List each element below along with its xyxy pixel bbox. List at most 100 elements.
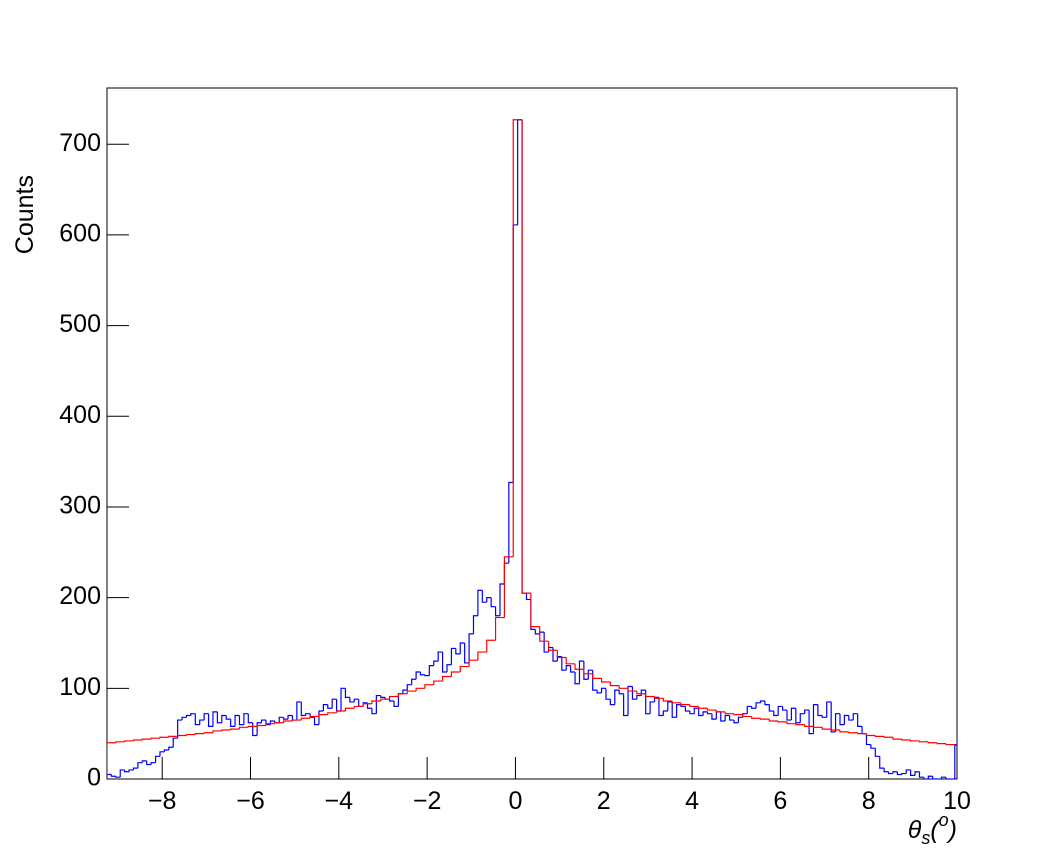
histogram-bin xyxy=(433,680,443,685)
histogram-bin xyxy=(212,730,222,733)
histogram-bin xyxy=(278,716,284,723)
histogram-bin xyxy=(446,664,452,672)
histogram-bin xyxy=(728,715,735,721)
histogram-bin xyxy=(336,699,342,712)
x-tick-label: 10 xyxy=(943,787,971,815)
histogram-bin xyxy=(662,710,668,716)
histogram-bin xyxy=(848,731,858,734)
histogram-bin xyxy=(914,771,920,776)
histogram-bin xyxy=(720,711,726,722)
histogram-bin xyxy=(812,704,818,734)
histogram-bin xyxy=(618,685,629,689)
histogram-bin xyxy=(693,707,699,714)
histogram-bin xyxy=(168,746,174,750)
histogram-bin xyxy=(733,720,739,724)
histogram-bin xyxy=(817,704,823,717)
histogram-bin xyxy=(234,714,240,727)
histogram-bin xyxy=(609,699,615,706)
histogram-bin xyxy=(574,663,584,670)
histogram-bin xyxy=(680,702,690,706)
histogram-bin xyxy=(296,701,302,721)
x-tick-label: −4 xyxy=(325,787,354,815)
histogram-bin xyxy=(645,690,651,715)
histogram-bin xyxy=(115,741,125,743)
histogram-bin xyxy=(883,736,893,738)
histogram-bin xyxy=(300,701,306,717)
histogram-bin xyxy=(879,756,885,769)
histogram-bin xyxy=(812,726,823,728)
histogram-bin xyxy=(852,713,858,721)
histogram-bin xyxy=(808,710,814,735)
histogram-bin xyxy=(945,777,951,779)
histogram-bin xyxy=(671,701,677,718)
histogram-bin xyxy=(221,729,231,731)
histogram-bin xyxy=(168,735,178,738)
histogram-bin xyxy=(781,706,787,711)
histogram-bin xyxy=(799,713,805,723)
histogram-bin xyxy=(742,714,752,718)
histogram-bin xyxy=(640,689,646,696)
histogram-bin xyxy=(751,706,757,709)
histogram-bin xyxy=(486,639,496,653)
histogram-bin xyxy=(689,710,695,715)
histogram-bin xyxy=(291,715,297,721)
histogram-bin xyxy=(260,719,266,723)
histogram-bin xyxy=(671,701,682,704)
histogram-bin xyxy=(821,715,827,718)
histogram-bin xyxy=(689,704,699,708)
histogram-bin xyxy=(874,735,885,737)
histogram-bin xyxy=(119,769,125,778)
histogram-bin xyxy=(698,706,708,709)
histogram-bin xyxy=(892,771,898,774)
x-axis-label: θs(o) xyxy=(908,810,957,848)
histogram-bin xyxy=(283,720,293,723)
histogram-bin xyxy=(358,699,364,708)
histogram-bin xyxy=(150,737,160,740)
histogram-bin xyxy=(936,742,946,745)
histogram-bin xyxy=(397,693,408,697)
histogram-bin xyxy=(247,725,258,728)
histogram-bin xyxy=(737,716,743,723)
histogram-bin xyxy=(503,562,509,585)
histogram-bin xyxy=(865,733,876,737)
histogram-bin xyxy=(402,689,408,694)
x-tick-label: 0 xyxy=(508,787,522,815)
histogram-bin xyxy=(777,720,787,723)
histogram-bin xyxy=(230,728,240,731)
histogram-bin xyxy=(512,224,518,483)
histogram-bin xyxy=(565,657,576,665)
histogram-bin xyxy=(406,690,417,694)
histogram-bin xyxy=(344,707,355,711)
histogram-bin xyxy=(300,717,311,721)
histogram-bin xyxy=(115,776,121,778)
histogram-bin xyxy=(733,713,743,716)
histogram-bin xyxy=(455,648,461,655)
histogram-bin xyxy=(481,590,487,603)
histogram-bin xyxy=(508,481,514,564)
histogram-bin xyxy=(534,629,540,635)
histogram-bin xyxy=(494,606,500,617)
histogram-bin xyxy=(203,713,209,721)
histogram-bin xyxy=(755,702,761,709)
histogram-bin xyxy=(353,698,359,702)
histogram-bin xyxy=(107,773,112,779)
histogram-bin xyxy=(711,713,717,720)
histogram-bin xyxy=(283,717,289,720)
histogram-bin xyxy=(870,744,876,749)
histogram-bin xyxy=(450,671,461,677)
histogram-bin xyxy=(287,714,293,720)
y-tick-label: 700 xyxy=(59,129,101,157)
histogram-bin xyxy=(768,704,774,712)
histogram-bin xyxy=(667,701,673,711)
histogram-bin xyxy=(185,733,196,736)
histogram-bin xyxy=(777,705,783,716)
histogram-bin xyxy=(618,690,624,695)
histogram-bin xyxy=(154,755,160,763)
histogram-bin xyxy=(411,678,417,685)
histogram-bin xyxy=(702,711,708,716)
histogram-bin xyxy=(336,710,346,713)
histogram-bin xyxy=(499,583,505,616)
histogram-bin xyxy=(150,762,156,765)
histogram-bin xyxy=(932,776,938,779)
histogram-bin xyxy=(636,694,642,700)
